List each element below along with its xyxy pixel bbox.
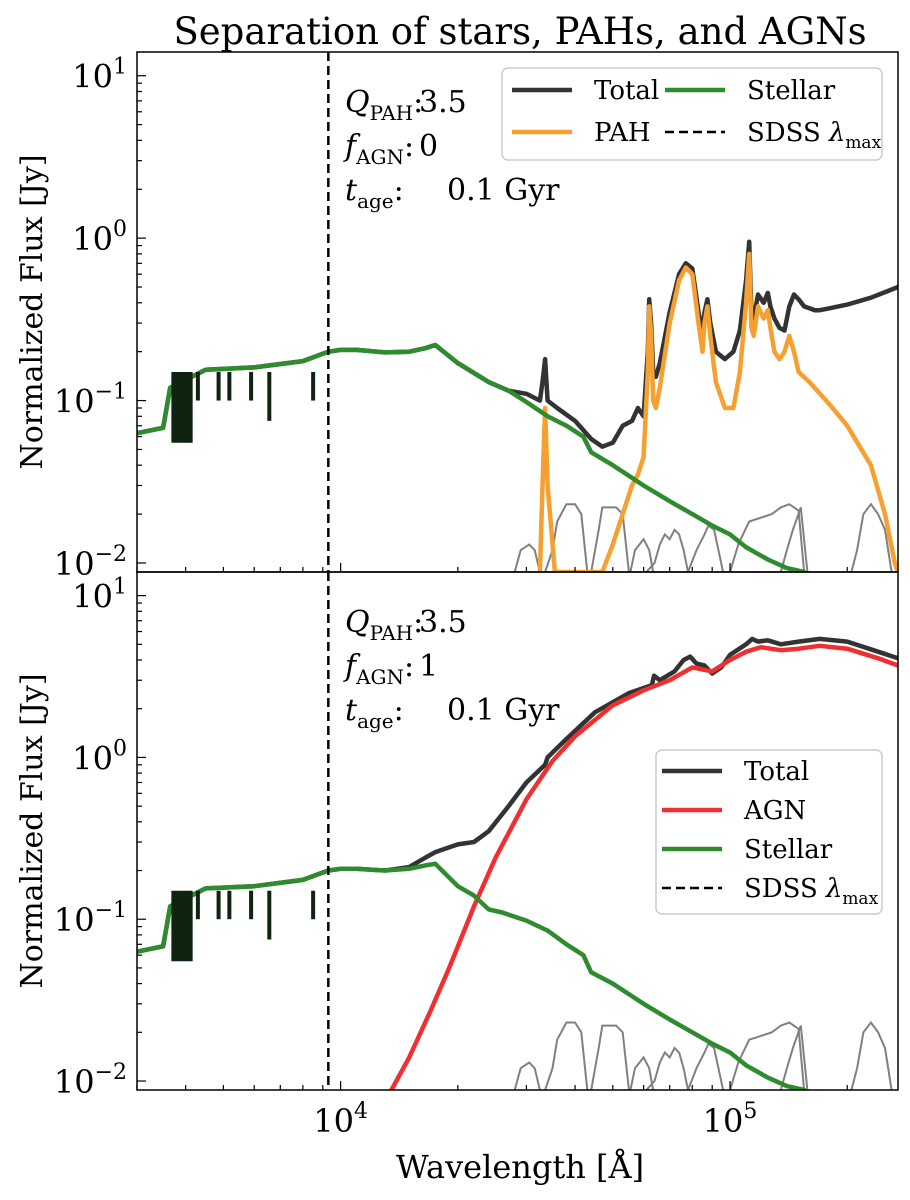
y-tick-label: 100 <box>72 217 127 258</box>
annotation-age: tage: <box>345 693 404 733</box>
filter-curve <box>645 528 689 572</box>
legend-box <box>501 67 883 161</box>
annotation-value: 3.5 <box>419 85 467 120</box>
filter-curve <box>687 1042 725 1090</box>
y-tick-label: 101 <box>72 575 127 616</box>
series-line-stellar <box>137 342 807 572</box>
y-tick-label: 10−2 <box>54 1060 127 1101</box>
filter-curve <box>850 1020 893 1090</box>
filter-curve <box>779 1025 809 1090</box>
y-tick-label: 10−2 <box>54 542 127 583</box>
y-tick-label: 10−1 <box>54 898 127 939</box>
legend-label-pah: PAH <box>594 118 651 148</box>
legend-label-agn: AGN <box>743 796 806 826</box>
annotation-value: 1 <box>419 649 438 684</box>
filter-curve <box>729 503 806 572</box>
series-line-agn <box>389 643 898 1090</box>
annotation-value: 0.1 Gyr <box>447 693 560 728</box>
annotation-agn: fAGN: <box>343 129 414 169</box>
annotation-value: 0 <box>419 129 438 164</box>
axes-frame <box>136 571 899 1091</box>
legend-label-sdss: SDSS λmax <box>744 874 879 909</box>
annotation-value: 3.5 <box>419 605 467 640</box>
series-line-total <box>137 239 898 449</box>
filter-curve <box>850 502 893 572</box>
annotation-pah: QPAH: <box>345 85 423 125</box>
y-tick-label: 101 <box>72 55 127 96</box>
figure-title: Separation of stars, PAHs, and AGNs <box>173 10 866 53</box>
legend-label-stellar: Stellar <box>744 835 833 865</box>
legend-label-stellar: Stellar <box>747 76 836 106</box>
filter-curve <box>513 1061 541 1090</box>
plot-area <box>137 52 898 572</box>
filter-curve <box>629 1055 655 1090</box>
annotation-agn: fAGN: <box>343 649 414 689</box>
filter-curve <box>645 1046 689 1090</box>
filter-curve <box>590 1024 630 1090</box>
x-tick-label: 104 <box>313 1099 368 1140</box>
filter-curve <box>513 543 541 572</box>
legend-label-sdss: SDSS λmax <box>747 118 882 153</box>
y-tick-label: 10−1 <box>54 380 127 421</box>
filter-curve <box>729 1021 806 1090</box>
ylabel-top: Normalized Flux [Jy] <box>15 154 50 469</box>
series-line-pah <box>537 251 898 572</box>
series-line-stellar <box>137 861 807 1090</box>
legend: Total AGN Stellar SDSS λmax <box>655 749 883 915</box>
filter-curve <box>687 524 725 572</box>
filter-curve <box>779 507 809 572</box>
annotation-age: tage: <box>345 173 404 213</box>
annotation-pah: QPAH: <box>345 605 423 645</box>
legend-label-total: Total <box>594 76 659 106</box>
legend-label-total: Total <box>744 757 809 787</box>
annotation-value: 0.1 Gyr <box>447 173 560 208</box>
filter-curve <box>629 537 655 572</box>
legend-box <box>655 749 883 915</box>
legend: Total Stellar PAH SDSS λmax <box>501 67 883 161</box>
y-tick-label: 100 <box>72 736 127 777</box>
x-tick-label: 105 <box>703 1099 758 1140</box>
filter-curve <box>544 1021 589 1090</box>
xlabel: Wavelength [Å] <box>396 1148 644 1186</box>
ylabel-bottom: Normalized Flux [Jy] <box>15 673 50 988</box>
plot-area <box>137 572 898 1090</box>
